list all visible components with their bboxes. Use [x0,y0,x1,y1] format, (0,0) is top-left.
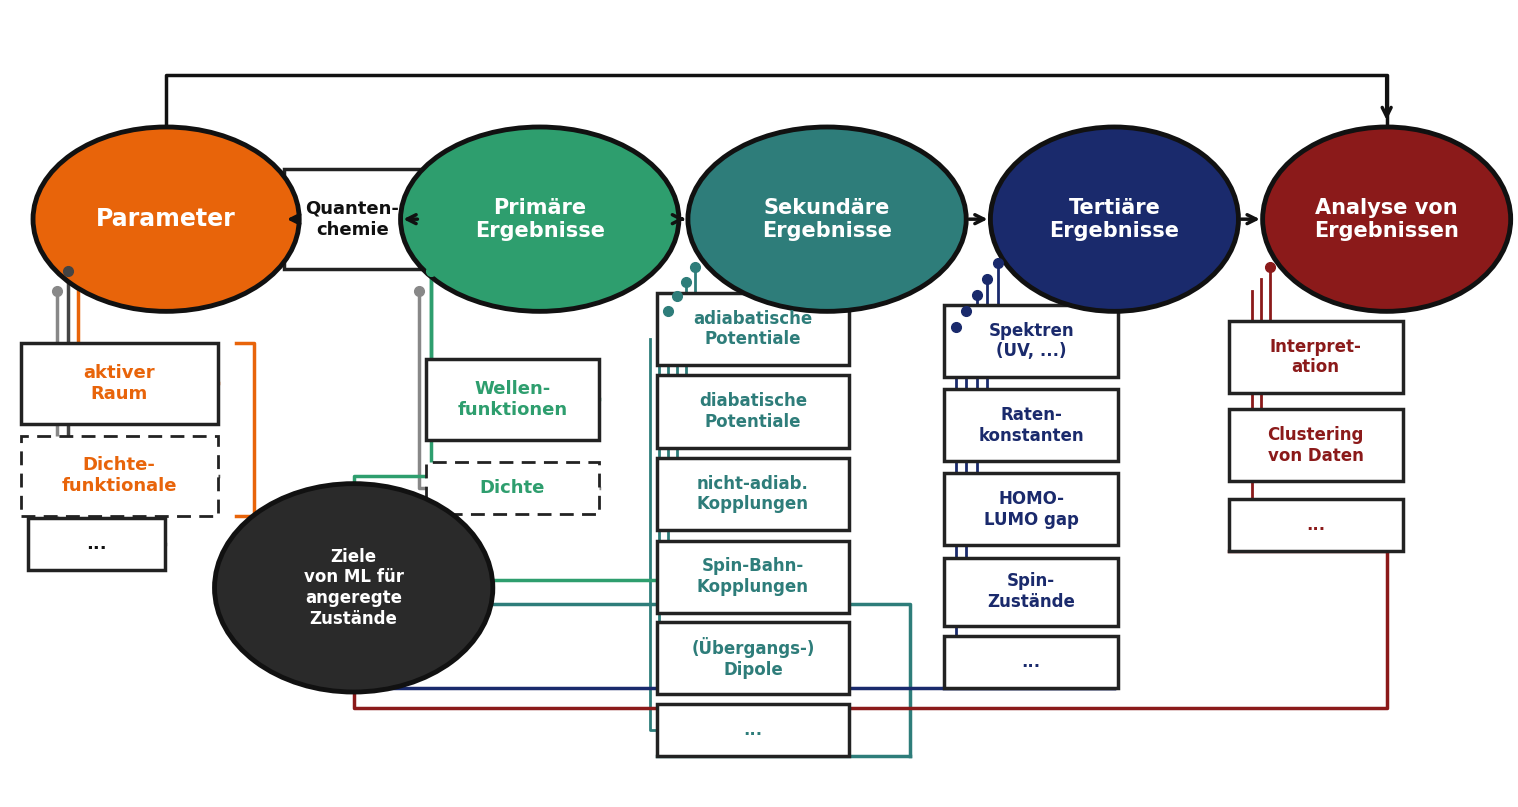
Text: nicht-adiab.
Kopplungen: nicht-adiab. Kopplungen [697,475,809,513]
Bar [944,473,1119,546]
Bar [425,359,600,440]
Bar [944,558,1119,626]
Bar [657,622,849,695]
Bar [1228,321,1403,393]
Text: (Übergangs-)
Dipole: (Übergangs-) Dipole [691,638,815,679]
Bar [657,458,849,530]
Text: Clustering
von Daten: Clustering von Daten [1268,426,1363,465]
Text: Parameter: Parameter [96,207,235,231]
Ellipse shape [401,127,679,312]
Text: Spektren
(UV, ...): Spektren (UV, ...) [988,321,1075,361]
Text: Dichte-
funktionale: Dichte- funktionale [62,456,178,495]
Bar [657,375,849,448]
Text: Raten-
konstanten: Raten- konstanten [979,406,1084,445]
Bar [21,436,217,516]
Text: Quanten-
chemie: Quanten- chemie [305,200,399,239]
Text: ...: ... [744,721,762,738]
Bar [944,636,1119,688]
Text: adiabatische
Potentiale: adiabatische Potentiale [694,310,812,349]
Text: aktiver
Raum: aktiver Raum [83,364,155,403]
Bar [657,293,849,365]
Text: Spin-
Zustände: Spin- Zustände [987,572,1075,611]
Ellipse shape [1263,127,1510,312]
Ellipse shape [214,483,493,692]
Text: ...: ... [87,535,106,553]
Bar [944,305,1119,377]
Ellipse shape [990,127,1239,312]
Ellipse shape [33,127,299,312]
Ellipse shape [688,127,965,312]
Bar [1228,500,1403,551]
Text: ...: ... [1022,653,1041,671]
Text: Spin-Bahn-
Kopplungen: Spin-Bahn- Kopplungen [697,557,809,596]
Text: Wellen-
funktionen: Wellen- funktionen [457,380,568,419]
Text: diabatische
Potentiale: diabatische Potentiale [698,392,808,431]
Text: Tertiäre
Ergebnisse: Tertiäre Ergebnisse [1049,198,1179,240]
Bar [21,344,217,424]
Bar [657,541,849,613]
Text: Dichte: Dichte [480,479,545,496]
Text: ...: ... [1305,516,1325,534]
Bar [284,169,420,270]
Text: Interpret-
ation: Interpret- ation [1269,337,1362,376]
Text: HOMO-
LUMO gap: HOMO- LUMO gap [984,490,1079,529]
Text: Ziele
von ML für
angeregte
Zustände: Ziele von ML für angeregte Zustände [304,548,404,628]
Text: Analyse von
Ergebnissen: Analyse von Ergebnissen [1315,198,1459,240]
Bar [657,704,849,755]
Bar [1228,409,1403,481]
Text: Sekundäre
Ergebnisse: Sekundäre Ergebnisse [762,198,893,240]
Bar [944,389,1119,462]
Bar [425,462,600,514]
Bar [29,518,164,570]
Text: Primäre
Ergebnisse: Primäre Ergebnisse [475,198,604,240]
